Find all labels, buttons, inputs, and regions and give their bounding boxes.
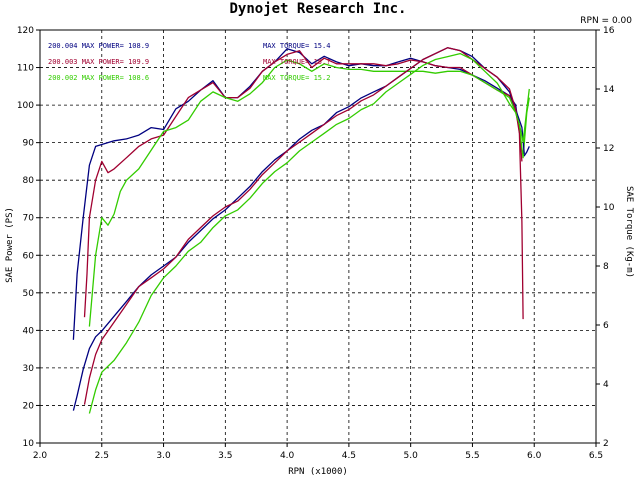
left-tick-label: 20 xyxy=(23,401,35,411)
torque-line-2 xyxy=(83,47,524,405)
x-tick-label: 5.5 xyxy=(465,451,479,461)
legend-power-entry: 200.003 MAX POWER= 109.9 xyxy=(48,58,149,66)
right-axis-label: SAE Torque (Kg-m) xyxy=(624,186,634,278)
left-tick-label: 90 xyxy=(23,139,35,149)
x-tick-label: 2.5 xyxy=(95,451,109,461)
right-tick-label: 16 xyxy=(603,26,615,36)
right-axis-ticks: 2 4 6 8 10 12 14 16 xyxy=(596,26,615,449)
legend: 200.004 MAX POWER= 108.9 200.003 MAX POWE… xyxy=(48,42,330,82)
legend-torque-entry: MAX TORQUE= 15.? xyxy=(263,58,330,66)
left-axis-ticks: 10 20 30 40 50 60 70 80 90 100 110 120 xyxy=(17,26,40,449)
left-tick-label: 70 xyxy=(23,214,35,224)
left-tick-label: 100 xyxy=(17,101,34,111)
power-line-2 xyxy=(83,50,523,318)
rpn-readout: RPN = 0.00 xyxy=(580,16,632,26)
x-tick-label: 2.0 xyxy=(33,451,48,461)
right-tick-label: 12 xyxy=(603,144,614,154)
x-tick-label: 4.0 xyxy=(280,451,295,461)
left-axis-label: SAE Power (PS) xyxy=(5,207,15,283)
right-tick-label: 4 xyxy=(603,380,609,390)
legend-torque-entry: MAX TORQUE= 15.4 xyxy=(263,42,330,50)
legend-power-entry: 200.004 MAX POWER= 108.9 xyxy=(48,42,149,50)
right-tick-label: 10 xyxy=(603,203,615,213)
x-axis-label: RPN (x1000) xyxy=(288,467,348,477)
left-tick-label: 30 xyxy=(23,364,35,374)
left-tick-label: 120 xyxy=(17,26,34,36)
left-tick-label: 40 xyxy=(23,326,35,336)
torque-line-3 xyxy=(88,52,530,414)
x-axis-ticks: 2.0 2.5 3.0 3.5 4.0 4.5 5.0 5.5 6.0 6.5 xyxy=(33,443,603,461)
data-series xyxy=(72,47,530,414)
left-tick-label: 10 xyxy=(23,439,35,449)
plot-area xyxy=(39,29,597,444)
chart-title: Dynojet Research Inc. xyxy=(229,1,406,17)
right-tick-label: 8 xyxy=(603,262,609,272)
legend-power-entry: 200.002 MAX POWER= 108.6 xyxy=(48,74,149,82)
left-tick-label: 60 xyxy=(23,251,35,261)
x-tick-label: 3.0 xyxy=(156,451,171,461)
x-tick-label: 6.5 xyxy=(589,451,603,461)
legend-torque-entry: MAX TORQUE= 15.2 xyxy=(263,74,330,82)
left-tick-label: 110 xyxy=(17,64,34,74)
right-tick-label: 14 xyxy=(603,85,615,95)
x-tick-label: 4.5 xyxy=(342,451,356,461)
right-tick-label: 6 xyxy=(603,321,609,331)
power-line-3 xyxy=(88,59,530,327)
x-tick-label: 5.0 xyxy=(404,451,419,461)
x-tick-label: 3.5 xyxy=(218,451,232,461)
left-tick-label: 50 xyxy=(23,289,35,299)
x-tick-label: 6.0 xyxy=(527,451,542,461)
right-tick-label: 2 xyxy=(603,439,609,449)
left-tick-label: 80 xyxy=(23,176,35,186)
